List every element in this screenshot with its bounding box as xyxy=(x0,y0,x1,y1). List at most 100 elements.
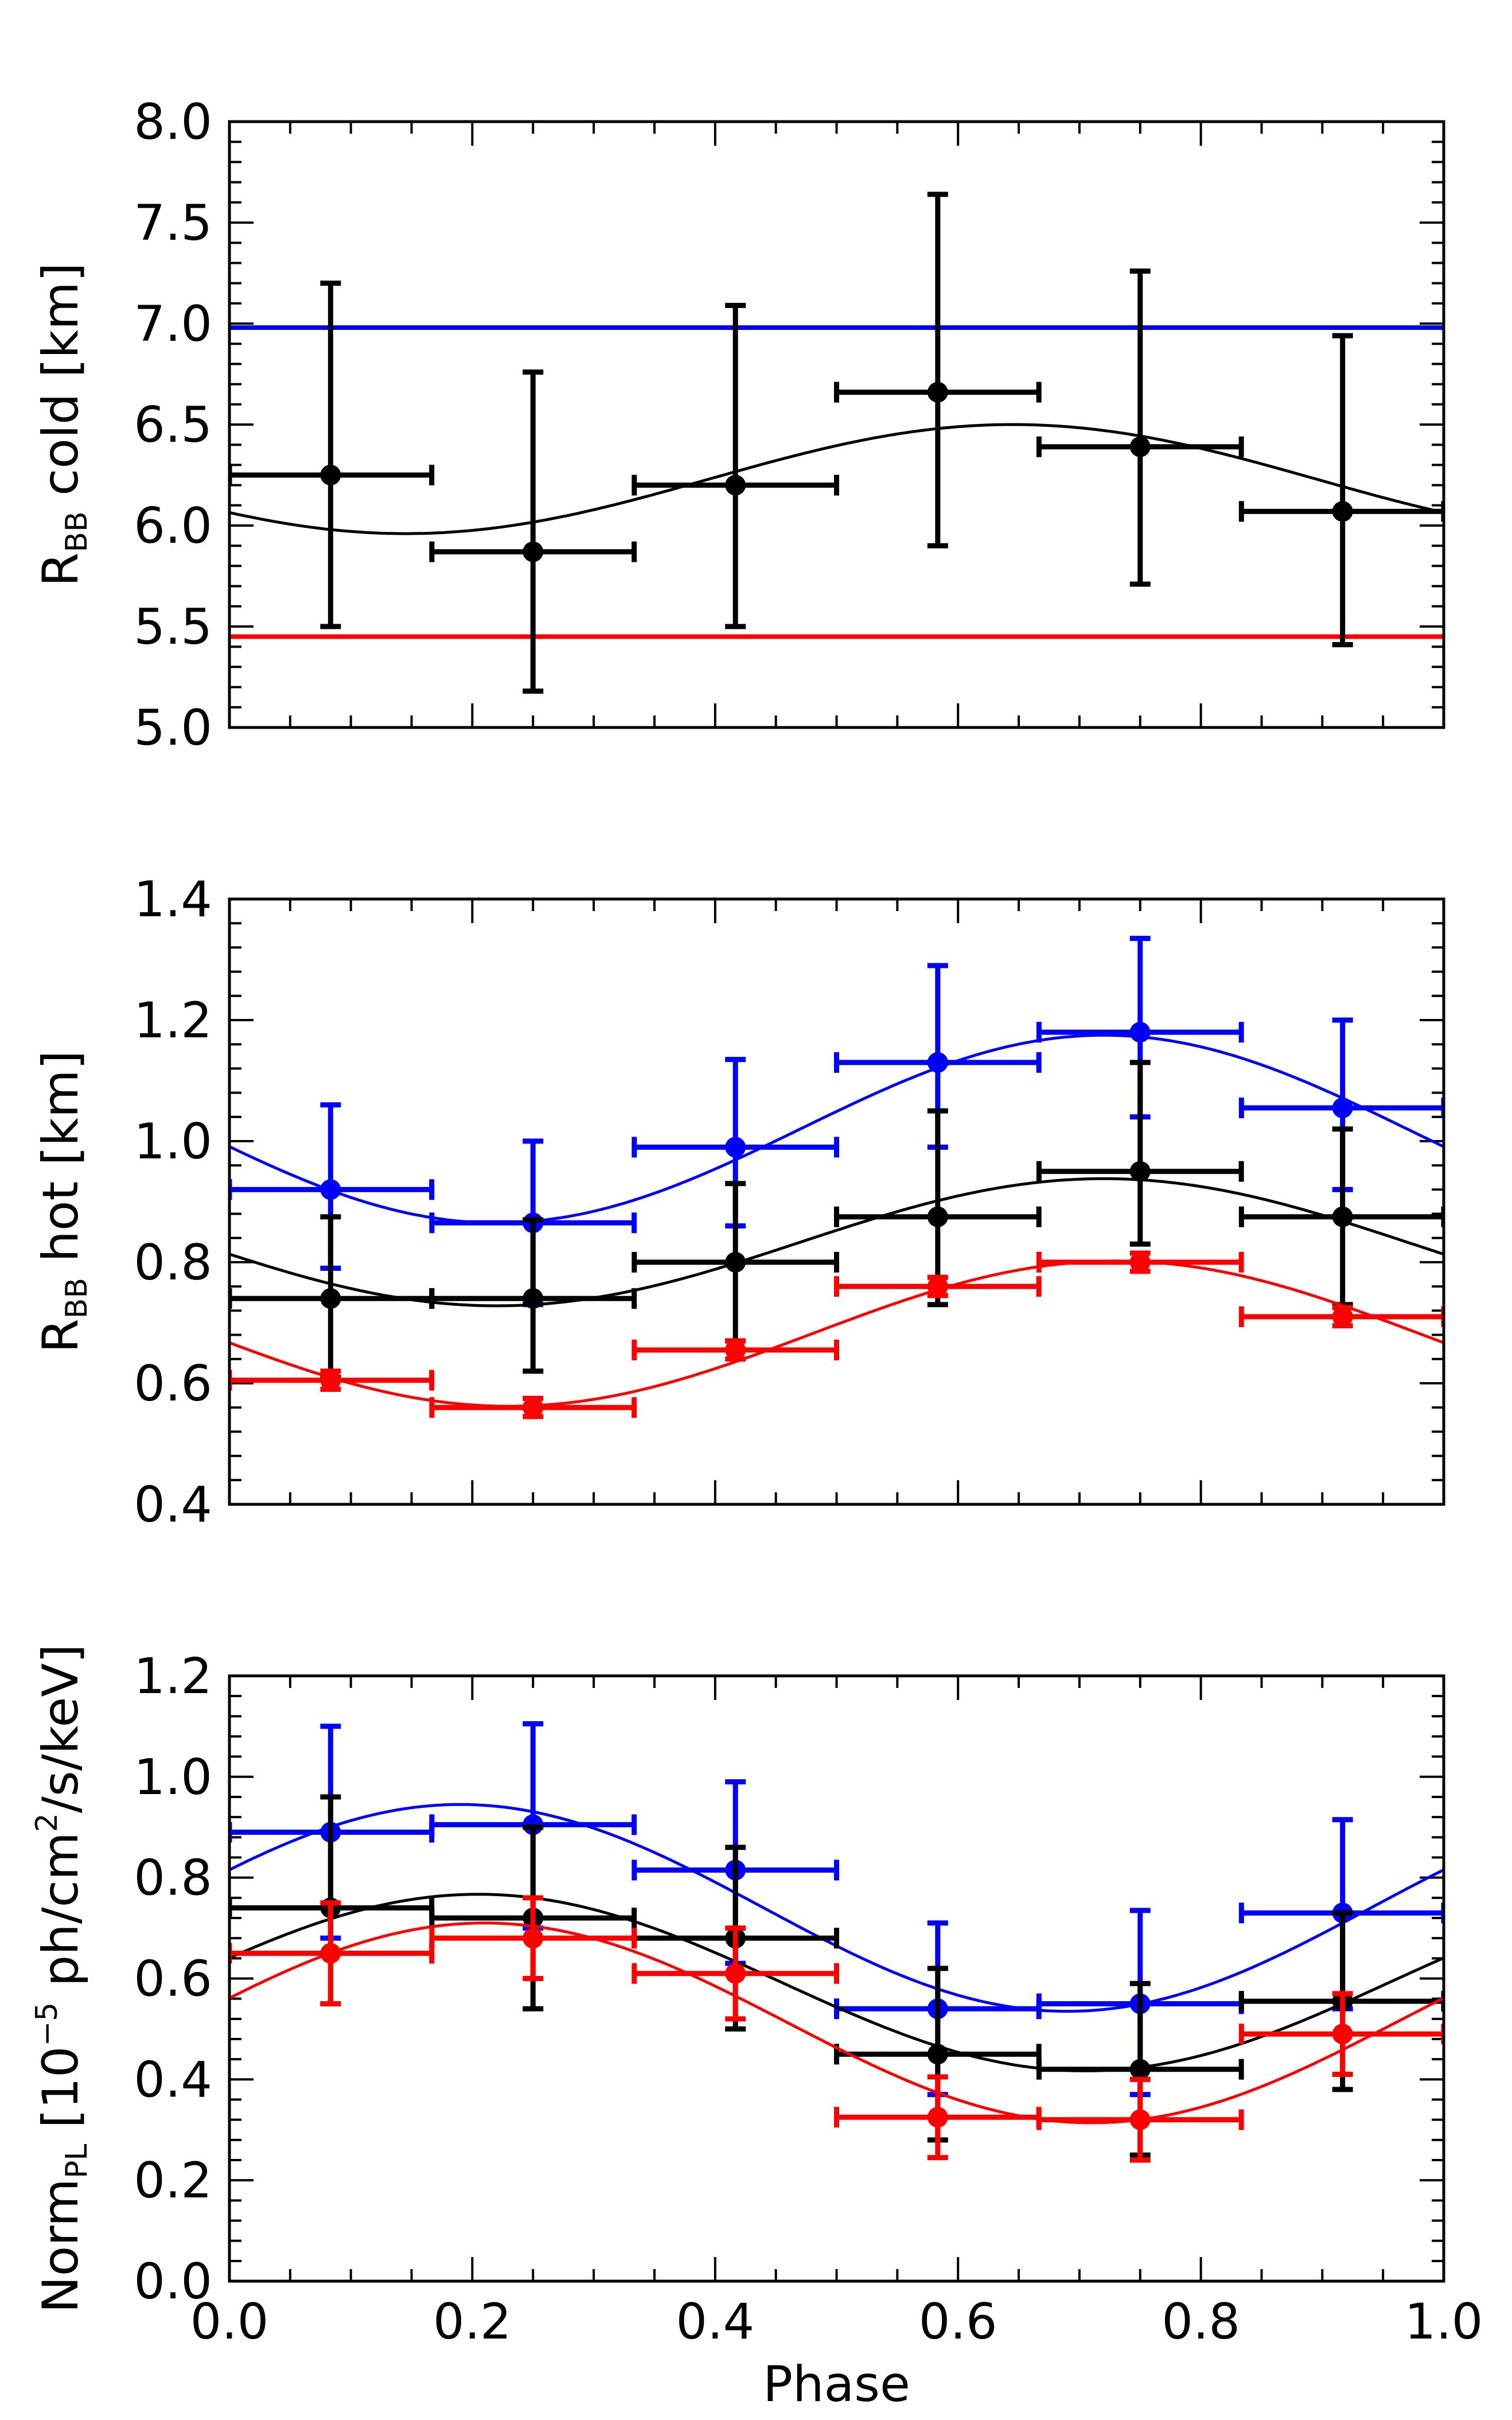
marker xyxy=(523,541,544,562)
marker xyxy=(523,1288,544,1309)
data-point-red xyxy=(834,2074,1042,2161)
marker xyxy=(725,1339,746,1360)
y-tick-label: 7.5 xyxy=(134,194,212,252)
data-point-red xyxy=(229,1368,435,1392)
x-tick-label: 0.4 xyxy=(676,2293,754,2351)
panel-bottom: 0.0 0.2 0.4 0.6 0.8 1.0 1.2 0.0 0.2 0.4 0.6 0.8 1.0 P… xyxy=(30,1644,1483,2413)
marker xyxy=(927,1206,948,1227)
fit-curve-red xyxy=(229,1921,1444,2125)
x-ticks-top xyxy=(228,122,1445,727)
x-tick-label: 0.8 xyxy=(1162,2293,1240,2351)
marker xyxy=(1129,1022,1151,1043)
marker xyxy=(1129,1161,1151,1182)
y-ticks-middle xyxy=(229,898,1444,1505)
data-point-red xyxy=(1036,1250,1244,1274)
axes-frame-top xyxy=(228,120,1445,729)
y-tick-label: 0.6 xyxy=(134,1951,212,2008)
marker xyxy=(1332,1206,1353,1227)
y-tick-label: 5.0 xyxy=(134,699,212,757)
data-point-red xyxy=(632,1925,839,2022)
y-tick-label: 0.4 xyxy=(134,2051,212,2108)
data-point-black xyxy=(429,369,637,694)
plot-area-bottom xyxy=(229,1721,1444,2163)
marker xyxy=(725,1963,746,1984)
y-tick-label: 0.2 xyxy=(134,2152,212,2209)
data-point-red xyxy=(1036,2076,1244,2163)
data-point-black xyxy=(1036,1060,1244,1247)
marker xyxy=(1332,1306,1353,1327)
marker xyxy=(320,1943,341,1964)
x-tick-label: 0.2 xyxy=(433,2293,512,2351)
data-point-black xyxy=(229,281,435,629)
marker xyxy=(1332,2024,1353,2045)
marker xyxy=(320,465,341,485)
data-point-black xyxy=(834,1108,1042,1308)
data-point-red xyxy=(1238,1991,1444,2077)
marker xyxy=(320,1179,341,1200)
y-tick-label: 1.2 xyxy=(134,1648,212,1705)
y-axis-title: NormPL [10−5 ph/cm2/s/keV] xyxy=(30,1644,94,2313)
panel-middle: 0.4 0.6 0.8 1.0 1.2 1.4 RBB hot [km] xyxy=(32,871,1445,1534)
marker xyxy=(320,1369,341,1391)
data-point-black xyxy=(632,302,839,629)
marker xyxy=(927,1276,948,1297)
y-tick-label: 5.5 xyxy=(134,598,212,656)
marker xyxy=(927,382,948,403)
x-ticks-middle xyxy=(228,899,1445,1504)
data-point-red xyxy=(834,1274,1042,1298)
y-tick-label: 0.6 xyxy=(134,1355,212,1413)
axes-frame-middle xyxy=(228,897,1445,1506)
data-point-red xyxy=(1238,1305,1444,1329)
data-point-black xyxy=(1238,333,1444,648)
y-axis-title: RBB cold [km] xyxy=(32,263,94,587)
y-tick-label: 0.4 xyxy=(134,1476,212,1534)
x-tick-label: 1.0 xyxy=(1405,2293,1483,2351)
data-point-red xyxy=(632,1338,839,1362)
marker xyxy=(927,2107,948,2128)
marker xyxy=(1129,1252,1151,1273)
y-tick-label: 6.0 xyxy=(134,497,212,555)
marker xyxy=(523,1397,544,1418)
panel-top: 5.0 5.5 6.0 6.5 7.0 7.5 8.0 RBB cold [km] xyxy=(32,94,1445,757)
y-tick-label: 0.8 xyxy=(134,1850,212,1907)
data-point-black xyxy=(1036,268,1244,587)
y-tick-label: 1.4 xyxy=(134,871,212,928)
y-tick-label: 0.8 xyxy=(134,1234,212,1291)
y-tick-label: 6.5 xyxy=(134,396,212,454)
marker xyxy=(927,2044,948,2065)
x-axis-title: Phase xyxy=(763,2356,910,2413)
marker xyxy=(1332,1097,1353,1118)
y-tick-label: 1.2 xyxy=(134,992,212,1049)
marker xyxy=(1332,501,1353,522)
marker xyxy=(1129,2109,1151,2130)
marker xyxy=(725,474,746,496)
marker xyxy=(523,1928,544,1949)
marker xyxy=(1129,2059,1151,2080)
plot-area-middle xyxy=(229,936,1444,1419)
plot-area-top xyxy=(229,192,1444,694)
data-point-red xyxy=(429,1395,637,1419)
fit-curve-black xyxy=(229,423,1444,535)
data-point-red xyxy=(229,1900,435,2006)
axes-frame-bottom xyxy=(228,1674,1445,2283)
y-tick-label: 8.0 xyxy=(134,94,212,151)
x-tick-label: 0.6 xyxy=(919,2293,997,2351)
marker xyxy=(1129,436,1151,457)
x-tick-label: 0.0 xyxy=(190,2293,269,2351)
data-point-black xyxy=(834,192,1042,548)
y-tick-label: 7.0 xyxy=(134,295,212,353)
data-point-red xyxy=(429,1895,637,1981)
y-tick-label: 1.0 xyxy=(134,1113,212,1170)
marker xyxy=(320,1288,341,1309)
y-tick-label: 1.0 xyxy=(134,1749,212,1806)
data-point-black xyxy=(632,1181,839,1344)
marker xyxy=(927,1052,948,1073)
marker xyxy=(725,1252,746,1273)
data-point-black xyxy=(1238,1126,1444,1308)
marker xyxy=(725,1137,746,1158)
y-tick-label: 0.0 xyxy=(134,2253,212,2310)
y-axis-title: RBB hot [km] xyxy=(32,1051,94,1353)
data-point-black xyxy=(429,1217,637,1374)
